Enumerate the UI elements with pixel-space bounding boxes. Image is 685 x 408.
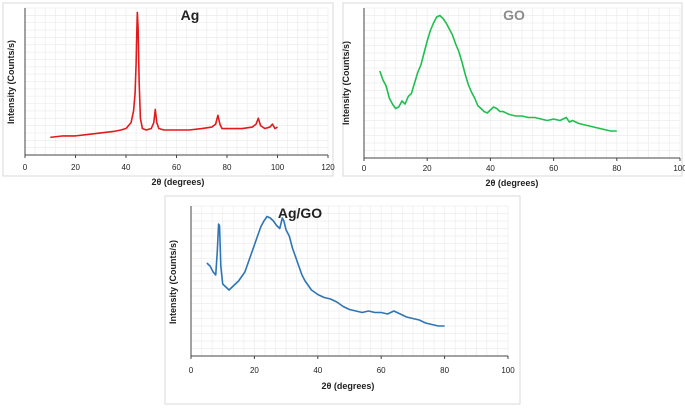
x-tick-label: 60 <box>377 366 386 375</box>
ag-gridlines <box>24 7 329 156</box>
ag-go-y-axis-label: Intensity (Counts/s) <box>168 240 178 324</box>
go-frame <box>342 2 683 177</box>
x-tick-label: 100 <box>271 163 285 172</box>
x-tick-label: 20 <box>250 366 259 375</box>
go-x-axis-label: 2θ (degrees) <box>486 178 539 188</box>
ag-x-axis-label: 2θ (degrees) <box>152 177 205 187</box>
ag-go-series-line <box>206 215 445 327</box>
go-y-axis-label: Intensity (Counts/s) <box>341 41 351 125</box>
x-tick-label: 0 <box>189 366 194 375</box>
x-tick-label: 80 <box>223 163 232 172</box>
x-tick-label: 100 <box>501 366 515 375</box>
x-tick-label: 120 <box>321 163 335 172</box>
x-tick-label: 100 <box>673 164 685 173</box>
x-tick-label: 40 <box>486 164 495 173</box>
x-tick-label: 40 <box>122 163 131 172</box>
go-gridlines <box>363 7 681 159</box>
ag-go-gridlines <box>190 205 509 357</box>
ag-go-x-axis-label: 2θ (degrees) <box>322 381 375 391</box>
ag-panel: 0 20 40 60 80 100 120 Ag 2θ (degrees) Intensity (… <box>2 2 335 187</box>
x-tick-label: 0 <box>23 163 28 172</box>
x-tick-label: 80 <box>440 366 449 375</box>
x-tick-label: 80 <box>612 164 621 173</box>
ag-y-axis-label: Intensity (Counts/s) <box>6 40 16 124</box>
ag-chart-title: Ag <box>181 7 200 23</box>
ag-frame <box>2 2 334 177</box>
ag-go-frame <box>164 195 521 405</box>
go-series-line <box>379 14 617 132</box>
x-tick-label: 0 <box>362 164 367 173</box>
go-chart-title: GO <box>503 7 525 23</box>
ag-go-panel: 0 20 40 60 80 100 Ag/GO 2θ (degrees) Intensity (… <box>164 195 521 405</box>
x-tick-label: 20 <box>71 163 80 172</box>
ag-series-line <box>50 11 278 139</box>
go-panel: 0 20 40 60 80 100 GO 2θ (degrees) Intensity (Cou… <box>341 2 685 188</box>
x-tick-label: 40 <box>313 366 322 375</box>
x-tick-label: 60 <box>172 163 181 172</box>
x-tick-label: 20 <box>423 164 432 173</box>
ag-go-chart-title: Ag/GO <box>278 205 322 221</box>
x-tick-label: 60 <box>549 164 558 173</box>
